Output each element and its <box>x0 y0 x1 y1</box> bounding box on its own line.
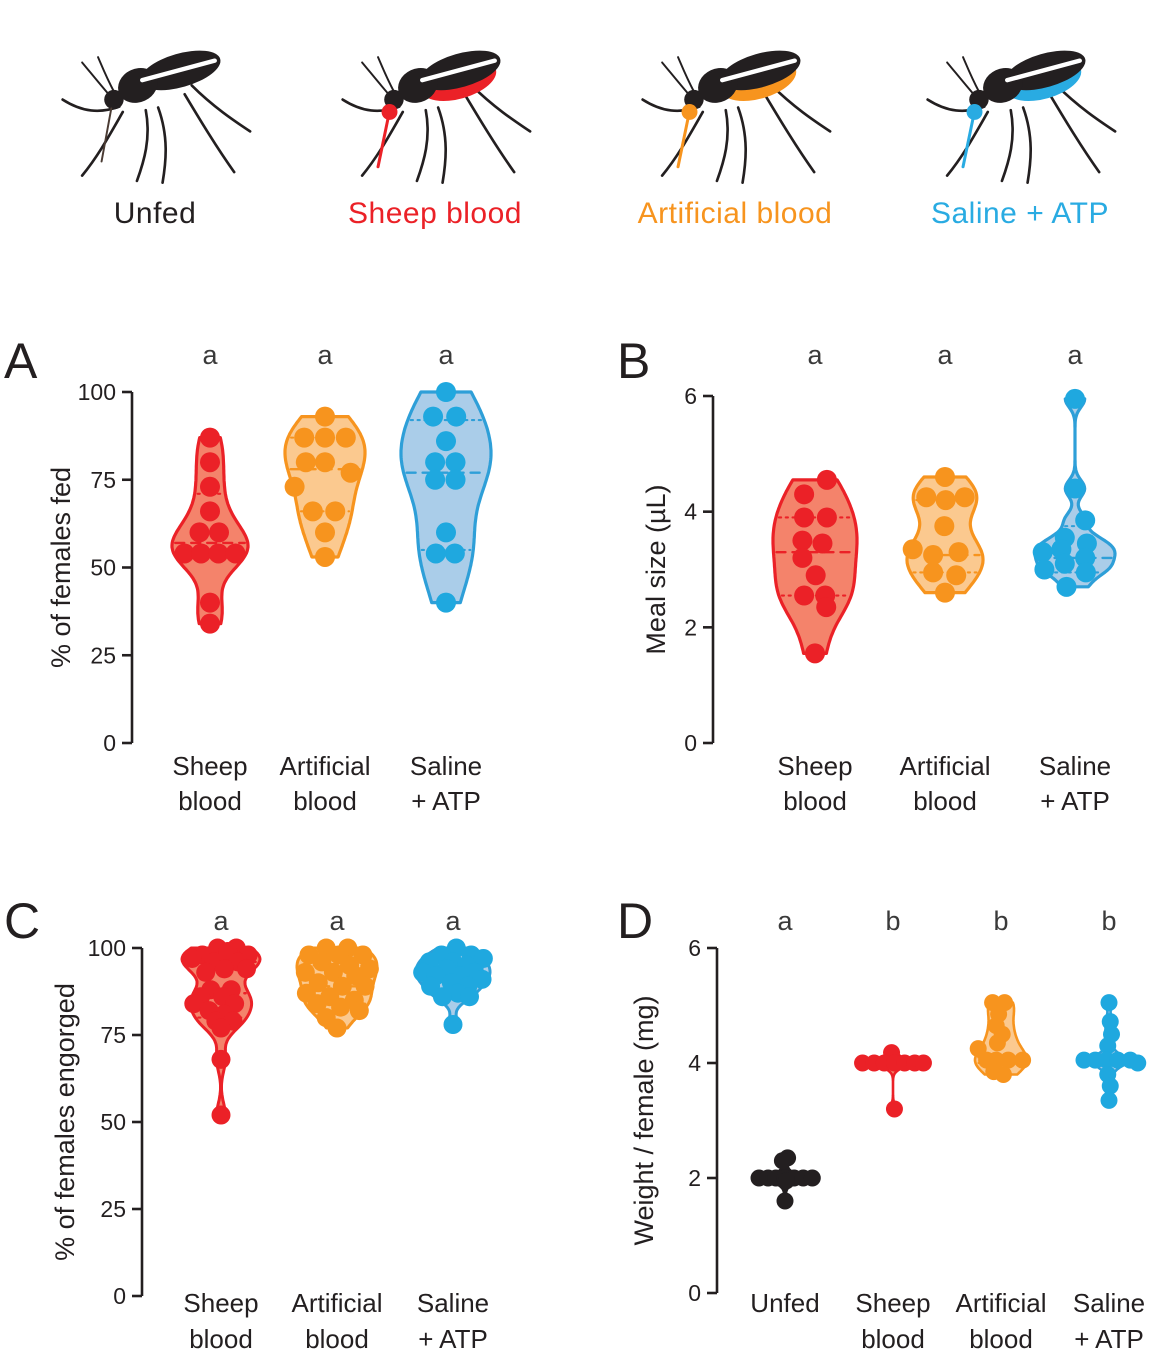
svg-text:Weight / female (mg): Weight / female (mg) <box>629 995 659 1245</box>
svg-text:Sheep: Sheep <box>855 1288 930 1318</box>
svg-text:b: b <box>993 906 1008 936</box>
svg-text:+ ATP: + ATP <box>1040 786 1110 816</box>
svg-text:50: 50 <box>90 555 116 581</box>
svg-text:% of females fed: % of females fed <box>46 467 76 668</box>
svg-text:0: 0 <box>688 1280 701 1306</box>
svg-text:50: 50 <box>100 1109 126 1135</box>
svg-text:a: a <box>213 906 229 936</box>
panel-letter-d: D <box>617 893 654 949</box>
svg-text:a: a <box>329 906 345 936</box>
svg-text:6: 6 <box>688 935 701 961</box>
legend-label-artificial-blood: Artificial blood <box>637 197 833 230</box>
svg-text:+ ATP: + ATP <box>1074 1324 1144 1354</box>
mosquito-sheep-blood-icon <box>340 50 531 185</box>
legend-item-sheep-blood: Sheep blood <box>310 20 560 231</box>
legend-label-sheep-blood: Sheep blood <box>348 197 522 230</box>
svg-text:a: a <box>807 340 823 370</box>
panel-b: B 0 2 4 6 Meal size (µL) a a a Sheep blood Artific… <box>577 320 1154 868</box>
svg-text:Artificial: Artificial <box>279 751 370 781</box>
svg-text:100: 100 <box>88 935 126 961</box>
legend-item-saline-atp: Saline + ATP <box>895 20 1145 231</box>
svg-text:0: 0 <box>103 730 116 756</box>
svg-text:4: 4 <box>688 1050 701 1076</box>
svg-text:blood: blood <box>969 1324 1033 1354</box>
svg-text:blood: blood <box>913 786 977 816</box>
svg-text:0: 0 <box>113 1283 126 1309</box>
legend-label-saline-atp: Saline + ATP <box>930 197 1110 230</box>
svg-text:blood: blood <box>305 1324 369 1354</box>
panel-b-violin-chart: 0 2 4 6 Meal size (µL) a a a Sheep blood Artificia… <box>641 340 1117 816</box>
svg-text:a: a <box>317 340 333 370</box>
mosquito-unfed-icon <box>60 50 251 185</box>
svg-text:Saline: Saline <box>417 1288 489 1318</box>
svg-text:b: b <box>885 906 900 936</box>
svg-text:Saline: Saline <box>410 751 482 781</box>
svg-text:+ ATP: + ATP <box>418 1324 488 1354</box>
svg-text:blood: blood <box>189 1324 253 1354</box>
svg-text:25: 25 <box>90 642 116 668</box>
panel-letter-a: A <box>4 333 38 389</box>
svg-text:Saline: Saline <box>1073 1288 1145 1318</box>
svg-text:blood: blood <box>861 1324 925 1354</box>
mosquito-artificial-blood-icon <box>640 50 831 185</box>
mosquito-saline-atp-icon <box>925 50 1116 185</box>
svg-text:Saline: Saline <box>1039 751 1111 781</box>
svg-text:100: 100 <box>78 379 116 405</box>
svg-text:blood: blood <box>293 786 357 816</box>
svg-text:75: 75 <box>100 1022 126 1048</box>
svg-text:Sheep: Sheep <box>777 751 852 781</box>
panel-a-violin-chart: 0 25 50 75 100 % of females fed a a a Sheep blood A… <box>46 340 493 816</box>
feeding-condition-legend: Unfed Sheep blood Artificial blood Salin… <box>0 20 1154 300</box>
svg-text:blood: blood <box>178 786 242 816</box>
svg-text:Unfed: Unfed <box>750 1288 819 1318</box>
svg-text:Artificial: Artificial <box>291 1288 382 1318</box>
svg-text:75: 75 <box>90 467 116 493</box>
panel-c: C 0 25 50 75 100 % of females engorged a a a Shee… <box>0 880 577 1358</box>
svg-text:Artificial: Artificial <box>899 751 990 781</box>
panel-d: D 0 2 4 6 Weight / female (mg) a b b b Unfed Sheep… <box>577 880 1154 1358</box>
svg-text:a: a <box>1067 340 1083 370</box>
svg-text:a: a <box>937 340 953 370</box>
svg-text:Meal size (µL): Meal size (µL) <box>641 484 671 654</box>
svg-text:+ ATP: + ATP <box>411 786 481 816</box>
svg-text:4: 4 <box>684 499 697 525</box>
svg-text:Sheep: Sheep <box>183 1288 258 1318</box>
svg-text:Sheep: Sheep <box>172 751 247 781</box>
svg-text:2: 2 <box>684 614 697 640</box>
svg-text:0: 0 <box>684 730 697 756</box>
svg-text:% of females engorged: % of females engorged <box>50 983 80 1261</box>
legend-item-unfed: Unfed <box>30 20 280 231</box>
panel-letter-b: B <box>617 333 651 389</box>
panel-letter-c: C <box>4 893 41 949</box>
svg-text:a: a <box>445 906 461 936</box>
panel-a: A 0 25 50 75 100 % of females fed a a a Sheep bloo… <box>0 320 577 868</box>
legend-label-unfed: Unfed <box>113 197 197 230</box>
panel-d-violin-chart: 0 2 4 6 Weight / female (mg) a b b b Unfed Sheep bl… <box>629 906 1147 1354</box>
svg-text:6: 6 <box>684 383 697 409</box>
svg-text:a: a <box>202 340 218 370</box>
svg-text:2: 2 <box>688 1165 701 1191</box>
svg-text:25: 25 <box>100 1196 126 1222</box>
svg-text:a: a <box>777 906 793 936</box>
svg-text:blood: blood <box>783 786 847 816</box>
legend-item-artificial-blood: Artificial blood <box>610 20 860 231</box>
svg-text:a: a <box>438 340 454 370</box>
panel-c-violin-chart: 0 25 50 75 100 % of females engorged a a a Sheep b… <box>50 906 493 1354</box>
svg-text:b: b <box>1101 906 1116 936</box>
svg-text:Artificial: Artificial <box>955 1288 1046 1318</box>
